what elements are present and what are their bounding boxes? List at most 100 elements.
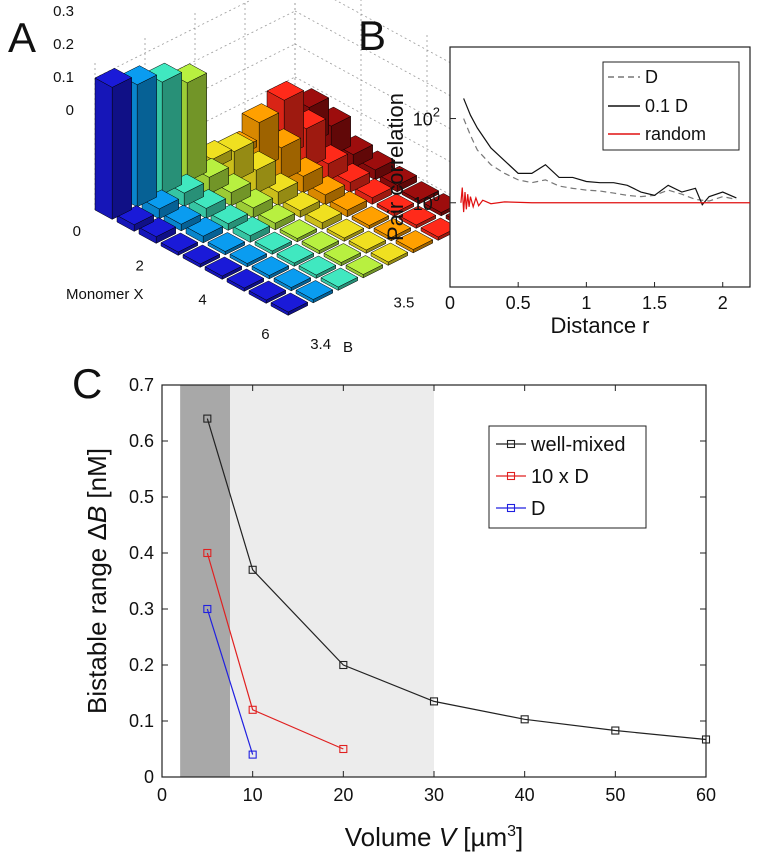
data-point: [701, 735, 711, 744]
legend-marker: [506, 471, 516, 481]
legend-01d-label: 0.1 D: [645, 96, 688, 116]
x-label-prefix: Volume: [345, 822, 439, 852]
data-point: [339, 660, 348, 670]
bar-face: [111, 77, 132, 220]
bar-top: [266, 80, 305, 101]
y-tick-label: 102: [413, 105, 440, 130]
series-line-10 x D: [206, 552, 344, 750]
data-point: [429, 697, 439, 706]
x-tick-label: 4: [198, 292, 206, 309]
data-point: [611, 726, 620, 735]
x-tick-label: 1.5: [642, 293, 667, 313]
panel-b-series: [460, 98, 750, 213]
bar-top: [398, 205, 437, 226]
x-tick-label: 30: [424, 785, 444, 805]
z-tick-label: 0: [66, 102, 74, 119]
bar-top: [395, 230, 434, 250]
panel-b-y-label: Pair correlation: [383, 93, 408, 241]
panel-a-bars: [94, 62, 484, 316]
bar-top: [241, 103, 280, 123]
x-label-unit: [µm: [456, 822, 507, 852]
panel-c-x-ticks: 0 10 20 30 40 50 60: [157, 385, 716, 805]
panel-b-letter: B: [358, 12, 386, 59]
bar-face: [94, 77, 113, 220]
series-line-well-mixed: [206, 418, 707, 741]
bar-top: [160, 232, 199, 253]
bar-top: [326, 218, 365, 239]
data-point: [248, 750, 257, 759]
panel-c-legend: well-mixed 10 x D D: [488, 425, 647, 529]
bar-top: [301, 231, 340, 251]
bar-top: [320, 267, 359, 288]
y-label-var: B: [82, 506, 112, 523]
panel-c: C 0 10 20 30 40 50 60 0 0.1 0.2 0.3 0.4 0.5 0.6 0.7 V…: [72, 360, 716, 852]
bar-top: [94, 67, 133, 88]
bar-top: [270, 292, 309, 313]
bar-top: [345, 255, 384, 275]
bar-top: [251, 256, 290, 276]
x-tick-label: 2: [718, 293, 728, 313]
shaded-region-0: [180, 385, 230, 777]
legend-d-label: D: [645, 67, 658, 87]
legend-marker: [506, 439, 516, 449]
x-tick-label: 0: [445, 293, 455, 313]
data-point: [248, 565, 257, 574]
z-tick-label: 0.1: [53, 69, 74, 86]
y-tick-label: 0.6: [129, 431, 154, 451]
y-tick-label: 0.2: [129, 655, 154, 675]
panel-a-y-label: B: [343, 339, 353, 356]
data-point: [203, 414, 212, 423]
bar-top: [276, 243, 315, 264]
legend-label: D: [531, 498, 545, 520]
x-tick-label: 6: [261, 326, 269, 343]
x-tick-label: 0: [73, 223, 81, 240]
bar-face: [136, 74, 157, 208]
panel-c-series: [203, 414, 711, 759]
panel-b-x-ticks: 0 0.5 1 1.5 2: [445, 282, 728, 313]
panel-c-y-label: Bistable range ΔB [nM]: [82, 448, 112, 714]
bar-top: [348, 230, 387, 251]
legend-label: 10 x D: [531, 466, 589, 488]
bar-top: [248, 280, 287, 301]
data-point: [203, 548, 212, 558]
legend-random-label: random: [645, 124, 706, 144]
bar-top: [182, 244, 221, 265]
panel-c-y-ticks: 0 0.1 0.2 0.3 0.4 0.5 0.6 0.7: [129, 375, 706, 787]
legend-label: well-mixed: [530, 434, 625, 456]
bar-top: [376, 193, 415, 214]
y-tick-label: 100: [413, 189, 440, 214]
panel-b-x-label: Distance r: [550, 313, 649, 338]
bar-top: [279, 219, 318, 239]
y-tick-label: 3.4: [310, 336, 331, 353]
panel-a-x-label: Monomer X: [66, 286, 144, 303]
z-tick-label: 0.3: [53, 3, 74, 20]
bar-top: [204, 256, 243, 277]
x-tick-label: 60: [696, 785, 716, 805]
bar-face: [186, 72, 207, 183]
x-tick-label: 0.5: [506, 293, 531, 313]
x-label-sup: 3: [507, 823, 516, 840]
panel-c-legend-entries: well-mixed 10 x D D: [496, 434, 625, 520]
series-line-D: [463, 118, 737, 202]
y-label-unit: [nM]: [82, 448, 112, 506]
bar-top: [254, 231, 293, 252]
bar-face: [161, 72, 182, 195]
bar-top: [295, 280, 334, 300]
y-tick-label: 0: [144, 767, 154, 787]
x-tick-label: 20: [333, 785, 353, 805]
panel-c-legend-box: [488, 425, 647, 529]
y-tick-label: 0.5: [129, 487, 154, 507]
x-tick-label: 10: [243, 785, 263, 805]
panel-b-legend: D 0.1 D random: [602, 61, 740, 151]
y-label-prefix: Bistable range Δ: [82, 523, 112, 714]
legend-marker: [506, 503, 516, 513]
bar-top: [298, 255, 337, 276]
panel-a-x-ticks: 0 2 4 6: [73, 223, 270, 343]
grid-line: [94, 10, 296, 112]
data-point: [248, 705, 257, 714]
panel-a-z-ticks: 00.10.20.30.4: [53, 3, 74, 119]
panel-a-letter: A: [8, 14, 36, 61]
series-line-random: [460, 187, 750, 213]
